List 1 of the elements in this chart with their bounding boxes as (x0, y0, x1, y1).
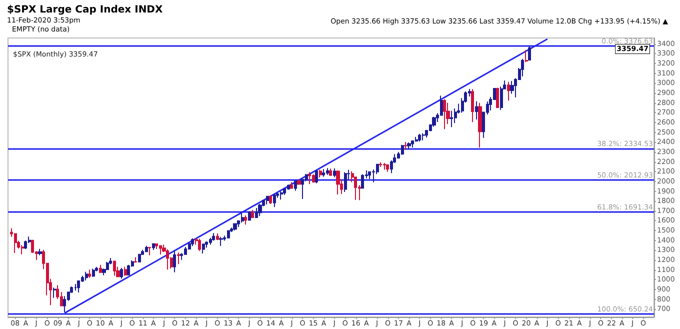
chart-title: $SPX Large Cap Index INDX (7, 4, 163, 16)
